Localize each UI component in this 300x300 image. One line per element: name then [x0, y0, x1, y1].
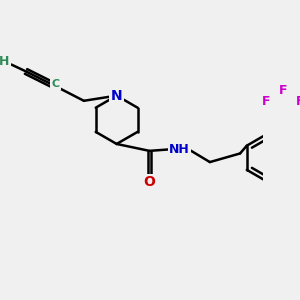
Text: NH: NH	[169, 142, 190, 156]
Text: F: F	[279, 84, 287, 97]
Text: C: C	[51, 79, 59, 88]
Text: F: F	[262, 95, 270, 108]
Text: O: O	[143, 175, 155, 189]
Text: N: N	[111, 88, 122, 103]
Text: H: H	[0, 55, 10, 68]
Text: F: F	[296, 95, 300, 108]
